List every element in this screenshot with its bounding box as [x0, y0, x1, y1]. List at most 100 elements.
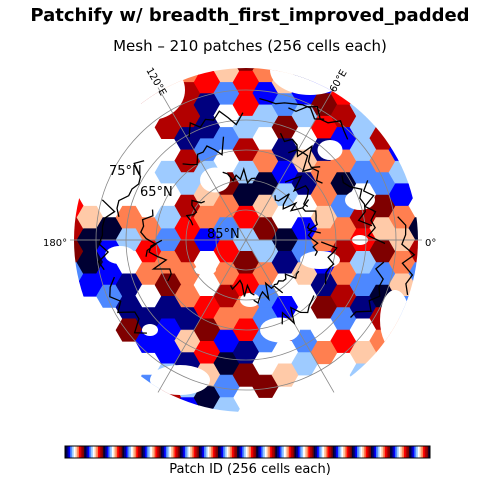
coastline	[288, 105, 349, 140]
lat-label-85n: 85°N	[207, 227, 240, 242]
colorbar-stripe	[108, 446, 111, 458]
meridian-line	[157, 239, 247, 393]
colorbar-stripe	[318, 446, 321, 458]
meridian-line	[157, 87, 247, 241]
coastline	[341, 175, 373, 227]
colorbar-stripe	[228, 446, 231, 458]
colorbar-stripe	[275, 446, 278, 458]
colorbar-stripe	[188, 446, 191, 458]
colorbar-stripe	[217, 446, 220, 458]
colorbar-stripe	[141, 446, 144, 458]
colorbar-stripe	[379, 446, 382, 458]
lon-label-0: 0°	[425, 238, 436, 249]
colorbar-stripe	[94, 446, 97, 458]
colorbar-stripe	[416, 446, 419, 458]
colorbar-stripe	[357, 446, 360, 458]
colorbar-stripe	[270, 446, 273, 458]
colorbar-stripe	[202, 446, 205, 458]
colorbar-stripe	[125, 446, 128, 458]
colorbar-stripe	[212, 446, 215, 458]
colorbar-stripe	[84, 446, 87, 458]
meridian-line	[245, 239, 335, 393]
colorbar-stripe	[363, 446, 366, 458]
colorbar-stripe	[172, 446, 175, 458]
colorbar-stripe	[334, 446, 337, 458]
colorbar-stripe	[165, 446, 168, 458]
coastline	[116, 160, 145, 217]
colorbar-stripe	[421, 446, 424, 458]
colorbar-stripe	[129, 446, 132, 458]
colorbar-stripe	[426, 446, 429, 458]
coastlines	[97, 97, 416, 334]
unmeshed-region	[74, 395, 418, 412]
colorbar-stripe	[252, 446, 255, 458]
colorbar-stripe	[167, 446, 170, 458]
colorbar-stripe	[377, 446, 380, 458]
colorbar-stripe	[390, 446, 393, 458]
colorbar-stripe	[207, 446, 210, 458]
colorbar-stripe	[179, 446, 182, 458]
colorbar-stripe	[423, 446, 426, 458]
coastline	[259, 97, 325, 120]
colorbar-stripe	[106, 446, 109, 458]
colorbar-stripe	[388, 446, 391, 458]
unmeshed-region	[317, 140, 343, 160]
unmeshed-region	[105, 246, 135, 264]
colorbar-stripe	[372, 446, 375, 458]
coastline	[362, 180, 386, 245]
coastline	[229, 279, 255, 297]
colorbar-stripe	[250, 446, 254, 458]
unmeshed-region	[142, 324, 158, 336]
colorbar-stripe	[410, 446, 413, 458]
colorbar-stripe	[171, 446, 174, 458]
colorbar-stripe	[118, 446, 121, 458]
colorbar-stripe	[87, 446, 90, 458]
colorbar-stripe	[221, 446, 224, 458]
colorbar-stripe	[131, 446, 134, 458]
colorbar-stripe	[214, 446, 217, 458]
colorbar-label: Patch ID (256 cells each)	[169, 462, 331, 477]
colorbar-stripe	[330, 446, 333, 458]
colorbar-stripe	[301, 446, 304, 458]
colorbar-stripe	[174, 446, 177, 458]
colorbar-stripe	[184, 446, 187, 458]
colorbar-stripe	[230, 446, 233, 458]
colorbar-stripe	[127, 446, 130, 458]
colorbar-stripe	[315, 446, 318, 458]
colorbar-stripe	[336, 446, 339, 458]
colorbar-stripe	[122, 446, 125, 458]
colorbar-stripe	[89, 446, 92, 458]
colorbar-stripe	[369, 446, 372, 458]
colorbar-stripe	[77, 446, 80, 458]
colorbar-stripe	[412, 446, 415, 458]
colorbar-stripe	[193, 446, 196, 458]
colorbar-stripe	[157, 446, 160, 458]
colorbar-stripe	[292, 446, 295, 458]
colorbar-stripe	[297, 446, 300, 458]
patch	[193, 68, 221, 72]
colorbar-stripe	[181, 446, 184, 458]
unmeshed-region	[260, 317, 300, 343]
colorbar-stripe	[294, 446, 297, 458]
unmeshed-region	[150, 365, 210, 395]
colorbar-stripe	[162, 446, 165, 458]
patch	[369, 352, 396, 376]
colorbar-stripe	[200, 446, 203, 458]
colorbar-stripe	[266, 446, 269, 458]
patch	[74, 284, 84, 308]
patch	[232, 68, 260, 72]
patch	[408, 172, 418, 196]
colorbar-stripe	[398, 446, 401, 458]
colorbar-stripe	[104, 446, 108, 458]
colorbar-stripe	[362, 446, 365, 458]
colorbar-stripe	[339, 446, 342, 458]
colorbar-stripe	[256, 446, 259, 458]
colorbar-stripe	[65, 446, 68, 458]
colorbar-stripe	[66, 446, 69, 458]
colorbar-stripe	[278, 446, 281, 458]
colorbar-stripe	[235, 446, 238, 458]
colorbar-stripe	[242, 446, 245, 458]
colorbar-stripe	[367, 446, 370, 458]
colorbar-stripe	[231, 446, 234, 458]
colorbar-stripe	[237, 446, 240, 458]
